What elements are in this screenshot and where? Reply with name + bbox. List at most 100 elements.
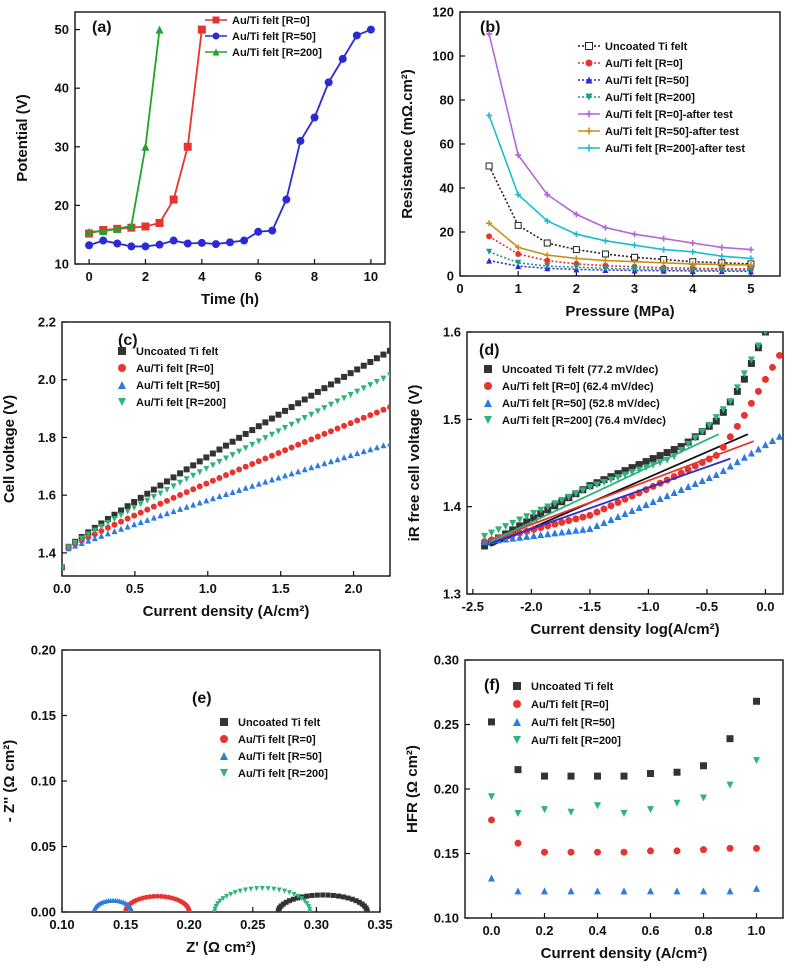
legend-marker (513, 718, 521, 726)
y-tick-label: 20 (55, 198, 69, 213)
data-point (220, 896, 226, 902)
series-line (488, 235, 751, 270)
plot-frame (61, 321, 391, 577)
legend-marker (212, 48, 220, 56)
data-point (628, 464, 636, 472)
data-point (380, 351, 387, 358)
data-point (515, 191, 522, 198)
data-point (700, 846, 707, 854)
data-point (163, 486, 170, 493)
data-point (242, 430, 249, 437)
data-point (327, 381, 334, 388)
legend-marker (484, 399, 492, 407)
data-point (321, 430, 328, 437)
data-point (635, 466, 643, 474)
data-point (673, 847, 681, 855)
x-tick-label: 1.0 (747, 923, 765, 938)
data-point (594, 802, 601, 810)
data-point (209, 495, 216, 502)
data-point (209, 477, 216, 484)
data-point (486, 257, 493, 264)
data-point (656, 495, 664, 503)
data-point (600, 505, 608, 513)
data-point (684, 483, 692, 491)
series-line (88, 29, 203, 235)
data-point (236, 448, 243, 455)
legend-label: Au/Ti felt [R=50] (238, 751, 322, 763)
legend-label: Au/Ti felt [R=200] (136, 397, 226, 409)
data-point (593, 508, 601, 516)
data-point (620, 848, 628, 856)
data-point (594, 772, 601, 780)
data-point (157, 512, 164, 519)
data-point (150, 503, 157, 510)
data-point (99, 236, 108, 245)
data-point (203, 454, 210, 461)
legend-marker (220, 752, 228, 760)
data-point (354, 450, 361, 457)
data-point (551, 529, 559, 537)
x-tick-label: 0.6 (641, 923, 659, 938)
legend-label: Uncoated Ti felt (605, 41, 688, 53)
data-point (236, 466, 243, 473)
data-point (607, 516, 615, 524)
legend-marker (585, 93, 593, 101)
y-axis-title: Resistance (mΩ.cm²) (399, 69, 416, 219)
series-line (89, 29, 161, 233)
y-tick-label: 0.20 (31, 643, 56, 658)
data-point (223, 455, 229, 462)
data-point (607, 476, 615, 484)
legend-label: Au/Ti felt [R=0] (531, 699, 609, 711)
data-point (111, 528, 118, 535)
legend-marker (220, 735, 228, 743)
data-point (740, 453, 748, 461)
y-tick-label: 0.10 (31, 774, 56, 789)
data-point (354, 366, 361, 373)
legend-label: Uncoated Ti felt (77.2 mV/dec) (502, 364, 659, 376)
data-point (486, 112, 493, 119)
data-point (157, 482, 164, 489)
x-axis-title: Current density log(A/cm²) (530, 621, 719, 638)
data-point (336, 893, 342, 899)
data-point (183, 466, 190, 473)
data-point (308, 436, 315, 443)
data-point (104, 519, 111, 526)
data-point (286, 890, 292, 896)
data-point (341, 395, 348, 402)
data-point (85, 537, 92, 544)
data-point (700, 794, 707, 802)
data-point (673, 799, 681, 807)
data-point (356, 899, 362, 905)
data-point (249, 427, 256, 434)
data-point (387, 372, 390, 379)
legend-label: Au/Ti felt [R=0]-after test (605, 109, 733, 121)
data-point (216, 446, 223, 453)
data-point (733, 384, 741, 392)
data-point (663, 449, 671, 457)
data-point (705, 473, 713, 481)
data-point (740, 370, 748, 378)
data-point (387, 440, 390, 447)
data-point (130, 909, 134, 912)
data-point (754, 387, 762, 395)
data-point (137, 509, 144, 516)
data-point (551, 500, 559, 508)
data-point (295, 468, 302, 475)
data-point (236, 434, 243, 441)
data-point (620, 772, 628, 780)
y-tick-label: 1.3 (443, 587, 461, 602)
data-point (78, 540, 85, 547)
x-tick-label: 0.15 (113, 917, 138, 932)
data-point (254, 227, 263, 236)
panel-f: 0.0 0.2 0.4 0.6 0.8 1.0 0.10 0.15 0.20 0.25 0.30 Cu… (404, 653, 784, 962)
data-point (314, 388, 321, 395)
legend-label: Au/Ti felt [R=0] (62.4 mV/dec) (502, 381, 654, 393)
x-tick-label: 4 (198, 269, 206, 284)
x-tick-label: 4 (689, 281, 697, 296)
data-point (216, 474, 223, 481)
data-point (162, 894, 168, 900)
data-point (523, 518, 531, 526)
data-point (660, 266, 667, 273)
data-point (141, 142, 150, 151)
